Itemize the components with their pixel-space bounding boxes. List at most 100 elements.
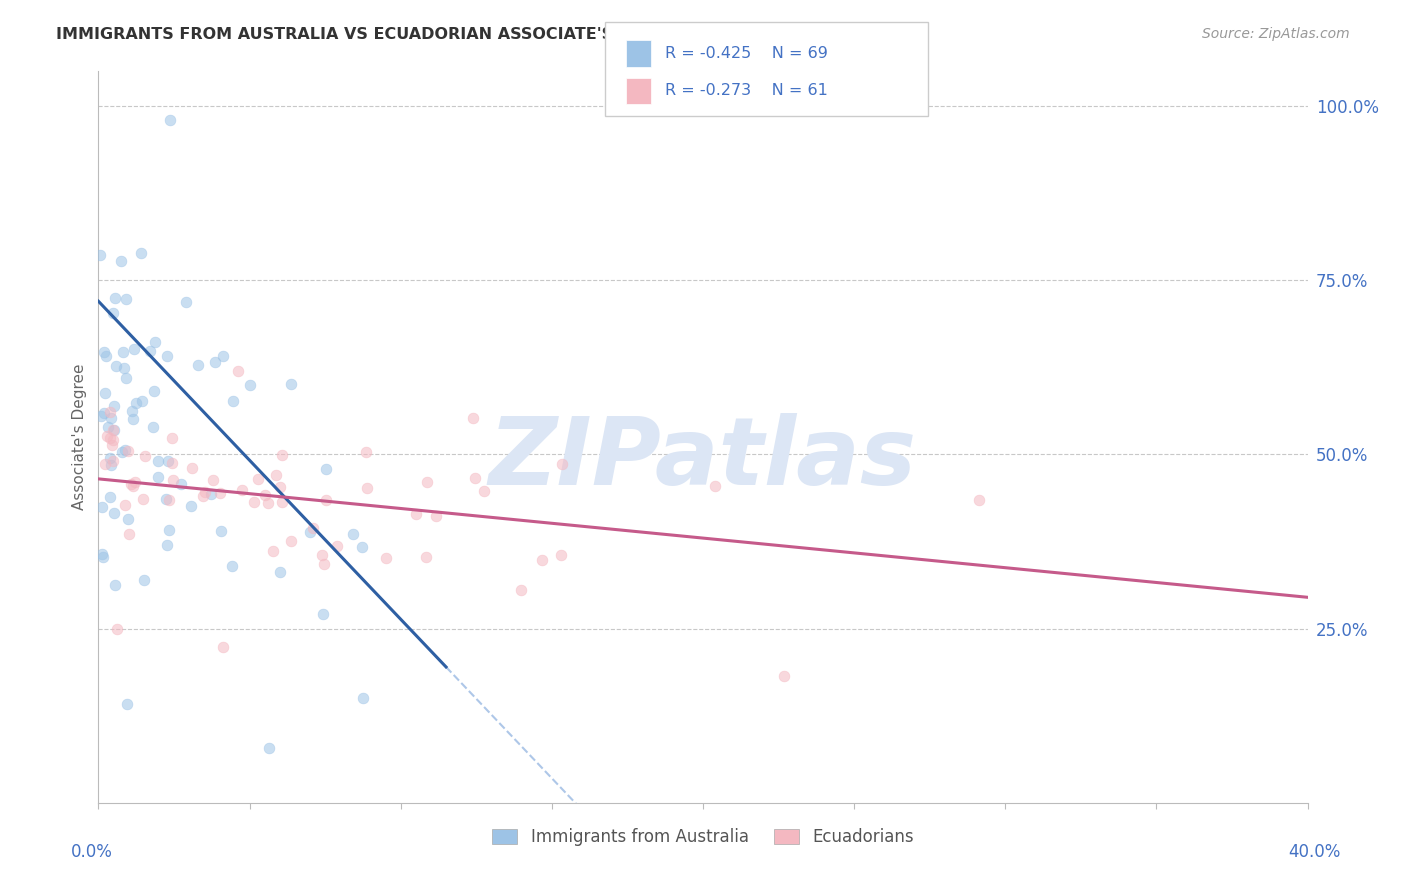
- Point: [156, 349, 179, 363]
- Text: 40.0%: 40.0%: [1288, 843, 1341, 861]
- Point: [415, 549, 437, 564]
- Point: [302, 521, 325, 535]
- Point: [110, 254, 132, 268]
- Point: [94, 385, 117, 400]
- Point: [180, 499, 202, 513]
- Legend: Immigrants from Australia, Ecuadorians: Immigrants from Australia, Ecuadorians: [485, 822, 921, 853]
- Point: [174, 295, 197, 310]
- Point: [352, 541, 374, 555]
- Point: [772, 669, 794, 683]
- Point: [405, 507, 427, 521]
- Point: [315, 462, 337, 476]
- Point: [181, 461, 204, 475]
- Point: [122, 342, 145, 356]
- Point: [139, 344, 162, 359]
- Point: [269, 480, 291, 494]
- Point: [90, 500, 112, 515]
- Point: [114, 361, 136, 376]
- Point: [101, 306, 124, 320]
- Point: [121, 404, 143, 418]
- Point: [243, 495, 266, 509]
- Point: [101, 434, 124, 448]
- Point: [122, 412, 145, 426]
- Point: [98, 451, 121, 466]
- Point: [142, 419, 165, 434]
- Point: [129, 245, 152, 260]
- Point: [122, 479, 145, 493]
- Point: [98, 431, 121, 445]
- Point: [531, 553, 554, 567]
- Point: [103, 423, 125, 437]
- Point: [212, 640, 235, 655]
- Point: [247, 472, 270, 486]
- Point: [103, 454, 125, 468]
- Point: [157, 493, 180, 508]
- Point: [257, 496, 280, 510]
- Point: [118, 527, 141, 541]
- Point: [202, 473, 225, 487]
- Point: [91, 549, 114, 564]
- Point: [89, 247, 111, 261]
- Point: [270, 494, 292, 508]
- Point: [254, 488, 277, 502]
- Point: [103, 506, 125, 520]
- Point: [191, 489, 214, 503]
- Point: [226, 364, 249, 378]
- Point: [114, 292, 136, 306]
- Point: [967, 493, 990, 508]
- Point: [269, 565, 291, 579]
- Point: [209, 524, 232, 538]
- Point: [169, 476, 191, 491]
- Text: 0.0%: 0.0%: [70, 843, 112, 861]
- Point: [146, 454, 169, 468]
- Point: [93, 457, 115, 471]
- Point: [222, 393, 245, 408]
- Point: [271, 448, 294, 462]
- Point: [187, 359, 209, 373]
- Point: [356, 481, 378, 495]
- Point: [299, 524, 322, 539]
- Point: [91, 547, 114, 561]
- Point: [143, 334, 166, 349]
- Point: [148, 470, 170, 484]
- Point: [90, 409, 112, 423]
- Point: [96, 428, 118, 442]
- Point: [97, 420, 120, 434]
- Point: [117, 512, 139, 526]
- Point: [472, 483, 495, 498]
- Point: [132, 492, 155, 507]
- Point: [239, 377, 262, 392]
- Point: [326, 539, 349, 553]
- Point: [159, 113, 181, 128]
- Point: [280, 534, 302, 549]
- Point: [103, 423, 125, 437]
- Point: [117, 444, 139, 458]
- Point: [509, 583, 531, 598]
- Point: [134, 449, 156, 463]
- Point: [131, 393, 153, 408]
- Point: [100, 458, 122, 472]
- Point: [315, 493, 337, 508]
- Point: [550, 548, 572, 562]
- Point: [115, 697, 138, 711]
- Point: [93, 406, 115, 420]
- Point: [280, 376, 302, 391]
- Point: [156, 453, 179, 467]
- Point: [352, 691, 374, 706]
- Point: [124, 396, 146, 410]
- Point: [100, 411, 122, 425]
- Text: Source: ZipAtlas.com: Source: ZipAtlas.com: [1202, 27, 1350, 41]
- Point: [703, 478, 725, 492]
- Point: [156, 539, 179, 553]
- Point: [356, 445, 378, 459]
- Point: [200, 487, 222, 501]
- Point: [464, 471, 486, 485]
- Text: R = -0.425    N = 69: R = -0.425 N = 69: [665, 46, 828, 61]
- Point: [157, 523, 180, 537]
- Point: [264, 468, 287, 483]
- Text: IMMIGRANTS FROM AUSTRALIA VS ECUADORIAN ASSOCIATE'S DEGREE CORRELATION CHART: IMMIGRANTS FROM AUSTRALIA VS ECUADORIAN …: [56, 27, 889, 42]
- Point: [103, 399, 125, 413]
- Point: [142, 384, 165, 398]
- Point: [114, 498, 136, 512]
- Point: [204, 355, 226, 369]
